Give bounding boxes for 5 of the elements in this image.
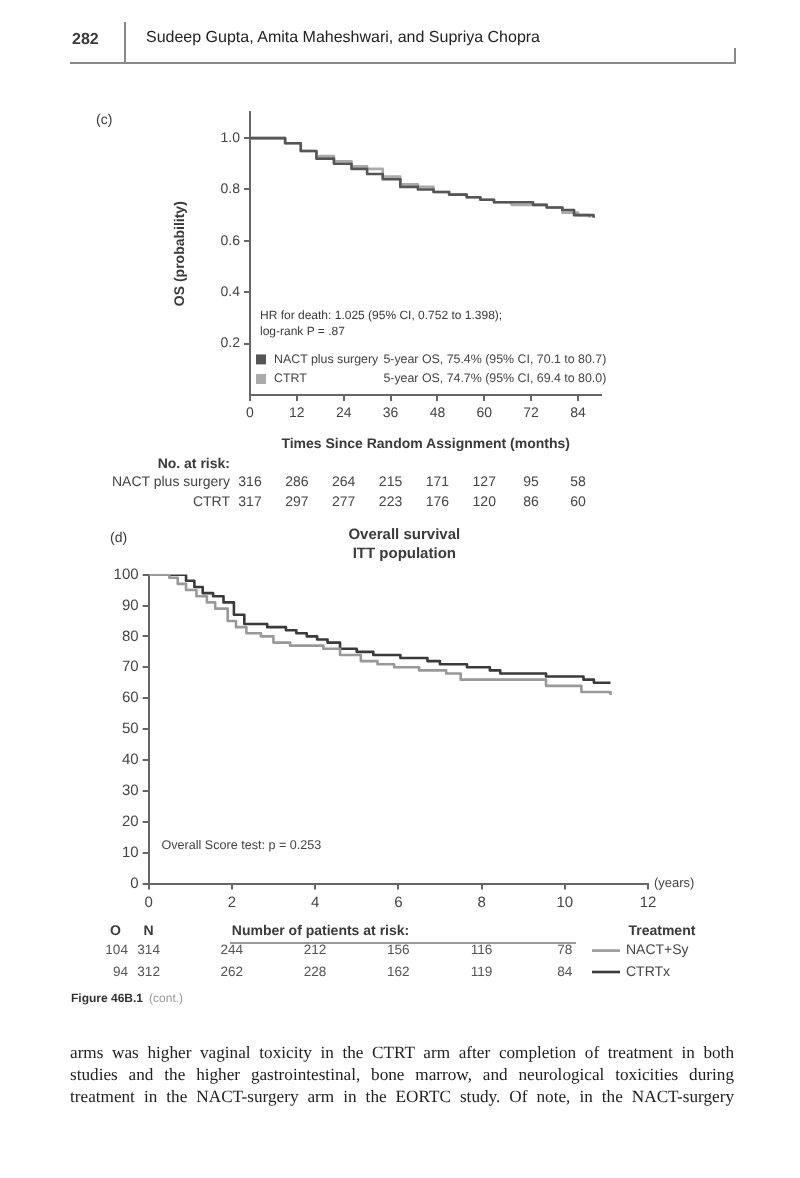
text: Sudeep Gupta, Amita Maheshwari, and Supriya Chopra [124, 22, 541, 62]
text: treatment in the NACT-surgery arm in the EORTC study. Of note, in the NACT-surgery [70, 1085, 734, 1107]
text: arms was higher vaginal toxicity in the CTRT arm after completion of treatment in both [70, 1042, 734, 1064]
text: studies and the higher gastrointestinal, bone marrow, and neurological toxicities during [70, 1064, 734, 1086]
text: 282 [72, 27, 99, 51]
